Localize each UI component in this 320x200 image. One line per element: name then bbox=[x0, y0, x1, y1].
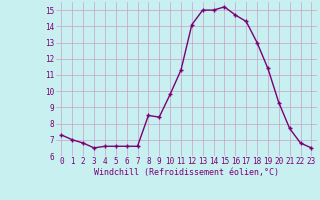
X-axis label: Windchill (Refroidissement éolien,°C): Windchill (Refroidissement éolien,°C) bbox=[94, 168, 279, 177]
